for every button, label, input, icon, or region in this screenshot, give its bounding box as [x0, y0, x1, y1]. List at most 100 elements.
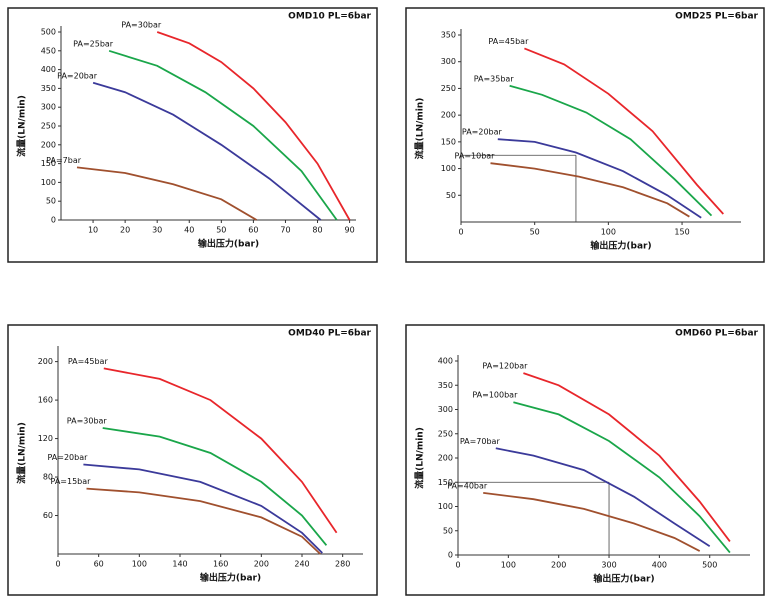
y-tick-label: 150: [441, 137, 456, 146]
y-tick-label: 200: [38, 357, 53, 366]
x-tick-label: 70: [280, 226, 290, 235]
y-tick-label: 250: [441, 84, 456, 93]
y-tick-label: 350: [41, 84, 56, 93]
panel-frame: [405, 324, 765, 596]
x-tick-label: 50: [530, 228, 540, 237]
y-tick-label: 150: [41, 159, 56, 168]
y-axis-title: 流量(LN/min): [16, 422, 28, 484]
chart-title: OMD25 PL=6bar: [675, 12, 758, 22]
x-tick-label: 400: [652, 561, 667, 570]
y-tick-label: 500: [41, 28, 56, 37]
x-tick-label: 240: [294, 560, 309, 569]
series-label: PA=20bar: [462, 128, 503, 137]
x-axis-title: 输出压力(bar): [593, 573, 654, 585]
y-tick-label: 250: [41, 122, 56, 131]
x-axis-title: 输出压力(bar): [200, 572, 261, 584]
series-line: [92, 81, 322, 221]
series-label: PA=30bar: [67, 416, 108, 425]
y-tick-label: 0: [448, 551, 453, 560]
series-label: PA=100bar: [472, 391, 518, 400]
x-axis-title: 输出压力(bar): [198, 238, 259, 250]
series-line: [497, 138, 702, 219]
y-tick-label: 400: [41, 65, 56, 74]
x-tick-label: 60: [248, 226, 258, 235]
y-tick-label: 300: [441, 57, 456, 66]
chart-title: OMD40 PL=6bar: [288, 329, 371, 339]
series-label: PA=40bar: [447, 481, 488, 490]
y-axis-title: 流量(LN/min): [414, 427, 426, 489]
y-tick-label: 350: [441, 31, 456, 40]
y-tick-label: 100: [438, 502, 453, 511]
x-tick-label: 200: [254, 560, 269, 569]
chart-title: OMD60 PL=6bar: [675, 329, 758, 339]
y-tick-label: 350: [438, 381, 453, 390]
series-line: [83, 463, 323, 554]
x-tick-label: 300: [601, 561, 616, 570]
y-tick-label: 160: [38, 396, 53, 405]
series-label: PA=45bar: [68, 357, 109, 366]
chart-title: OMD10 PL=6bar: [288, 12, 371, 22]
series-label: PA=70bar: [460, 437, 501, 446]
y-tick-label: 50: [443, 526, 453, 535]
x-tick-label: 0: [455, 561, 460, 570]
x-tick-label: 100: [132, 560, 147, 569]
x-tick-label: 160: [213, 560, 228, 569]
series-label: PA=10bar: [455, 152, 496, 161]
x-tick-label: 60: [94, 560, 104, 569]
y-tick-label: 100: [441, 164, 456, 173]
series-label: PA=15bar: [51, 477, 92, 486]
y-tick-label: 200: [438, 454, 453, 463]
x-tick-label: 0: [55, 560, 60, 569]
series-line: [513, 401, 731, 554]
panel-frame: [7, 7, 378, 263]
series-line: [156, 31, 351, 221]
series-line: [108, 49, 338, 221]
x-tick-label: 30: [152, 226, 162, 235]
series-label: PA=120bar: [482, 362, 528, 371]
y-tick-label: 200: [41, 140, 56, 149]
x-tick-label: 80: [312, 226, 322, 235]
x-tick-label: 0: [458, 228, 463, 237]
x-tick-label: 100: [601, 228, 616, 237]
series-line: [524, 47, 724, 215]
series-label: PA=20bar: [47, 453, 88, 462]
x-tick-label: 280: [335, 560, 350, 569]
y-tick-label: 250: [438, 429, 453, 438]
series-label: PA=35bar: [474, 74, 515, 83]
x-tick-label: 20: [120, 226, 130, 235]
series-line: [490, 162, 690, 218]
series-line: [495, 447, 711, 548]
x-tick-label: 100: [501, 561, 516, 570]
y-tick-label: 50: [46, 197, 56, 206]
x-tick-label: 10: [88, 226, 98, 235]
series-line: [86, 487, 321, 555]
series-line: [509, 84, 713, 217]
y-tick-label: 0: [51, 216, 56, 225]
y-tick-label: 60: [43, 511, 53, 520]
series-label: PA=30bar: [121, 21, 162, 30]
series-line: [103, 367, 338, 534]
series-line: [76, 166, 258, 221]
y-tick-label: 300: [41, 103, 56, 112]
series-label: PA=7bar: [46, 156, 82, 165]
series-line: [102, 427, 328, 546]
y-tick-label: 200: [441, 111, 456, 120]
x-tick-label: 140: [172, 560, 187, 569]
y-tick-label: 150: [438, 478, 453, 487]
y-tick-label: 450: [41, 46, 56, 55]
y-tick-label: 100: [41, 178, 56, 187]
y-tick-label: 400: [438, 357, 453, 366]
y-axis-title: 流量(LN/min): [414, 98, 426, 160]
series-label: PA=20bar: [57, 71, 98, 80]
y-axis-title: 流量(LN/min): [16, 95, 28, 157]
panel-frame: [405, 7, 765, 263]
x-axis-title: 输出压力(bar): [590, 240, 651, 252]
x-tick-label: 90: [344, 226, 354, 235]
y-tick-label: 50: [446, 191, 456, 200]
x-tick-label: 50: [216, 226, 226, 235]
x-tick-label: 150: [674, 228, 689, 237]
series-label: PA=45bar: [488, 37, 529, 46]
series-line: [523, 372, 731, 542]
